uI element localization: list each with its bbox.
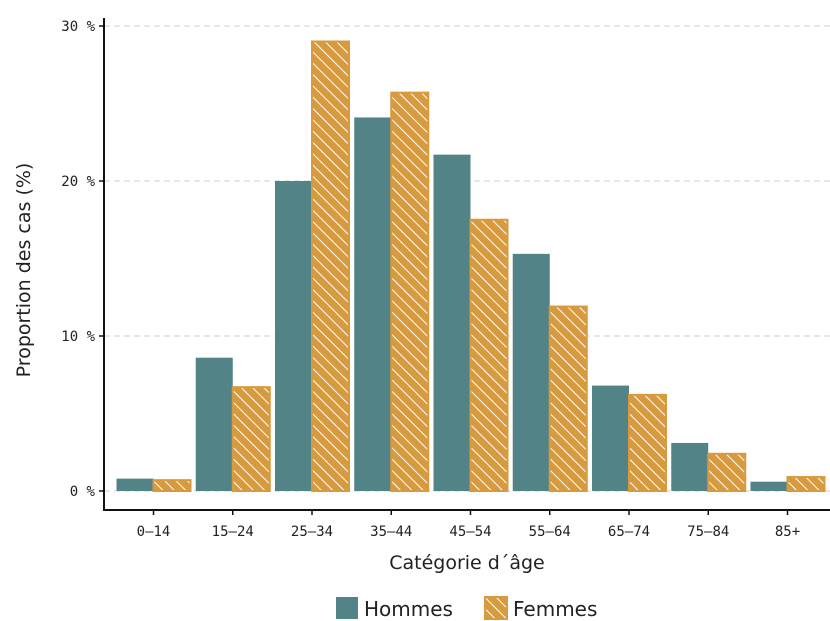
bar-femmes-8 (786, 476, 826, 492)
bar-femmes-1 (231, 386, 271, 492)
bar-hommes-3 (354, 117, 392, 491)
y-tick-label: 0 % (70, 484, 96, 500)
bar-femmes-4 (469, 218, 509, 492)
bars (116, 40, 826, 493)
legend: Hommes Femmes (336, 596, 597, 621)
y-tick-label: 30 % (61, 19, 95, 35)
y-tick-label: 10 % (61, 329, 95, 345)
y-tick-labels: 0 % 10 % 20 % 30 % (61, 19, 104, 500)
x-tick-label: 75–84 (687, 524, 729, 540)
x-tick-label: 15–24 (212, 524, 254, 540)
bar-hommes-8 (750, 481, 788, 491)
x-tick-label: 25–34 (291, 524, 333, 540)
x-tick-label: 35–44 (370, 524, 412, 540)
bar-hommes-1 (195, 357, 233, 491)
x-tick-label: 0–14 (137, 524, 171, 540)
bar-hommes-0 (116, 478, 154, 491)
x-tick-label: 45–54 (449, 524, 491, 540)
bar-femmes-3 (390, 91, 430, 493)
bar-hommes-7 (671, 442, 709, 491)
legend-swatch-hommes (336, 597, 358, 619)
bar-hommes-4 (433, 154, 471, 491)
bar-femmes-6 (628, 393, 667, 492)
bar-hommes-2 (275, 181, 312, 491)
bar-femmes-2 (311, 40, 350, 492)
bar-femmes-7 (707, 452, 747, 492)
x-axis-title: Catégorie d´âge (389, 552, 545, 574)
x-tick-labels: 0–14 15–24 25–34 35–44 45–54 55–64 65–74 75–84 8… (137, 510, 800, 540)
legend-swatch-femmes (484, 596, 508, 620)
bar-femmes-0 (152, 479, 192, 492)
x-tick-label: 65–74 (608, 524, 650, 540)
y-tick-label: 20 % (61, 174, 95, 190)
bar-femmes-5 (548, 305, 588, 492)
y-axis-title: Proportion des cas (%) (13, 163, 35, 378)
x-tick-label: 55–64 (529, 524, 571, 540)
bar-hommes-5 (512, 253, 550, 491)
x-tick-label: 85+ (775, 524, 800, 540)
bar-hommes-6 (592, 385, 629, 491)
legend-label-femmes: Femmes (513, 597, 597, 621)
legend-label-hommes: Hommes (364, 597, 453, 621)
